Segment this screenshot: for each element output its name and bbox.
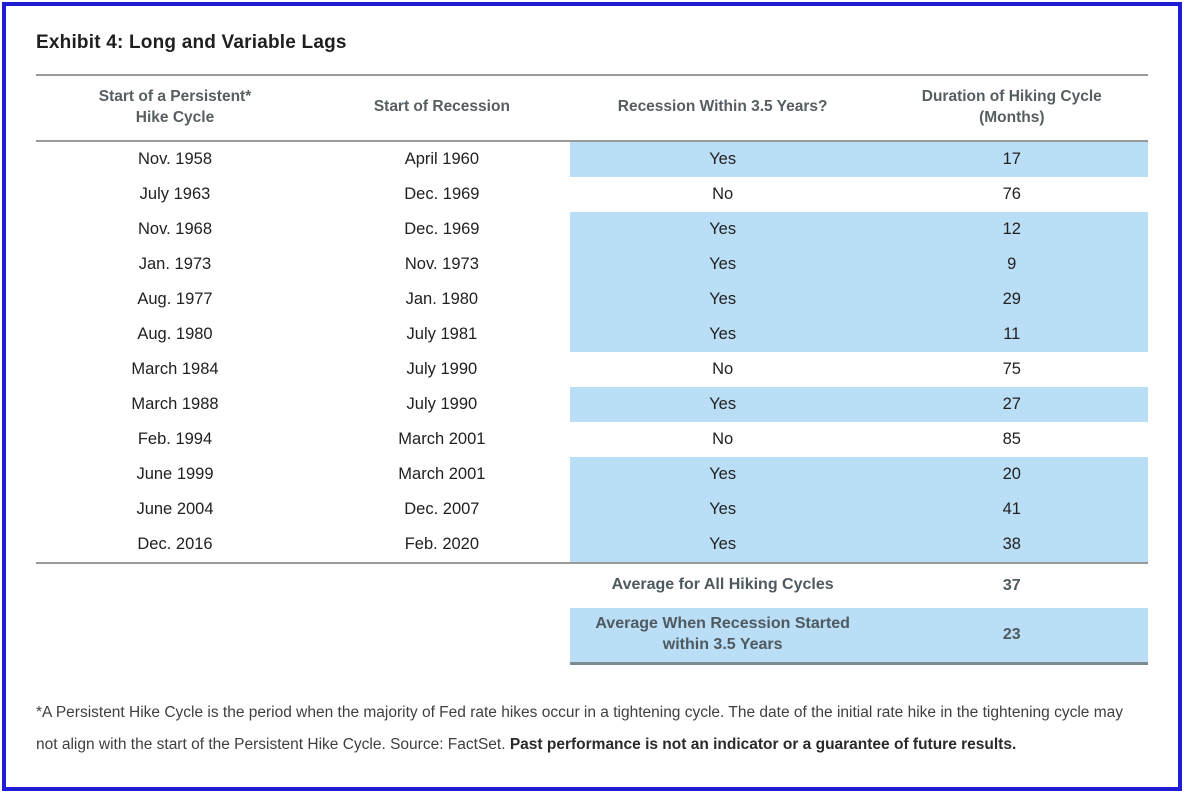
cell-recession-within: Yes xyxy=(569,281,876,317)
cell-hike-cycle-start: Dec. 2016 xyxy=(36,526,314,564)
cell-recession-start: Dec. 1969 xyxy=(404,184,480,203)
cell-hike-cycle-start: June 1999 xyxy=(136,464,214,483)
cell-recession-within: Yes xyxy=(569,526,876,564)
summary-value: 23 xyxy=(875,607,1148,665)
cell-hike-cycle-start: Aug. 1980 xyxy=(137,324,213,343)
summary-label: Average for All Hiking Cycles xyxy=(611,576,834,594)
cell-recession-start: March 2001 xyxy=(398,464,486,483)
cell-recession-start: Nov. 1973 xyxy=(404,254,479,273)
lags-table: Start of a Persistent* Hike Cycle Start … xyxy=(36,74,1148,665)
table-row: Aug. 1977 Jan. 1980 Yes 29 xyxy=(36,281,1148,317)
cell-recession-within: No xyxy=(712,184,734,203)
table-row: Feb. 1994 March 2001 No 85 xyxy=(36,422,1148,457)
cell-duration-months: 9 xyxy=(875,246,1148,282)
table-row: June 1999 March 2001 Yes 20 xyxy=(36,456,1148,492)
cell-hike-cycle-start: June 2004 xyxy=(136,499,214,518)
cell-hike-cycle-start: March 1984 xyxy=(131,359,219,378)
exhibit-frame: Exhibit 4: Long and Variable Lags Start … xyxy=(2,2,1182,791)
footnote-disclaimer: Past performance is not an indicator or … xyxy=(509,735,1017,753)
cell-recession-within: Yes xyxy=(569,246,876,282)
cell-recession-start: July 1981 xyxy=(406,324,478,343)
table-header: Start of a Persistent* Hike Cycle Start … xyxy=(36,74,1148,142)
cell-duration-months: 11 xyxy=(875,316,1148,352)
cell-duration-months: 75 xyxy=(1002,359,1021,378)
column-header-hike-cycle-start: Start of a Persistent* Hike Cycle xyxy=(36,74,314,142)
cell-duration-months: 27 xyxy=(875,386,1148,422)
table-row: Aug. 1980 July 1981 Yes 11 xyxy=(36,316,1148,352)
exhibit-content: Exhibit 4: Long and Variable Lags Start … xyxy=(6,32,1178,760)
cell-recession-start: Dec. 2007 xyxy=(404,499,480,518)
cell-duration-months: 41 xyxy=(875,491,1148,527)
header-row: Start of a Persistent* Hike Cycle Start … xyxy=(36,74,1148,142)
cell-recession-within: Yes xyxy=(569,140,876,177)
cell-recession-within: Yes xyxy=(569,456,876,492)
cell-recession-start: Feb. 2020 xyxy=(314,526,570,564)
table-row: Nov. 1958 April 1960 Yes 17 xyxy=(36,140,1148,177)
footnote: *A Persistent Hike Cycle is the period w… xyxy=(36,697,1148,761)
table-row: March 1984 July 1990 No 75 xyxy=(36,352,1148,387)
summary-value: 37 xyxy=(1002,576,1021,594)
cell-recession-within: No xyxy=(712,359,734,378)
table-row: March 1988 July 1990 Yes 27 xyxy=(36,386,1148,422)
summary-spacer xyxy=(36,608,570,664)
summary-spacer xyxy=(36,563,570,608)
cell-recession-within: Yes xyxy=(569,316,876,352)
cell-recession-start: March 2001 xyxy=(398,429,486,448)
cell-recession-start: Dec. 1969 xyxy=(404,219,480,238)
cell-recession-start: July 1990 xyxy=(406,394,478,413)
cell-recession-within: Yes xyxy=(569,211,876,247)
cell-duration-months: 85 xyxy=(1002,429,1021,448)
cell-recession-within: Yes xyxy=(569,491,876,527)
column-header-recession-start: Start of Recession xyxy=(314,74,570,142)
cell-hike-cycle-start: Feb. 1994 xyxy=(137,429,213,448)
column-header-duration: Duration of Hiking Cycle (Months) xyxy=(875,74,1148,142)
cell-recession-within: No xyxy=(712,429,734,448)
cell-duration-months: 38 xyxy=(875,526,1148,564)
cell-recession-within: Yes xyxy=(569,386,876,422)
cell-duration-months: 17 xyxy=(875,140,1148,177)
table-row: Dec. 2016 Feb. 2020 Yes 38 xyxy=(36,526,1148,564)
table-body: Nov. 1958 April 1960 Yes 17 July 1963 De… xyxy=(36,140,1148,665)
cell-duration-months: 29 xyxy=(875,281,1148,317)
cell-hike-cycle-start: March 1988 xyxy=(131,394,219,413)
cell-recession-start: April 1960 xyxy=(404,149,480,168)
cell-duration-months: 76 xyxy=(1002,184,1021,203)
table-row: June 2004 Dec. 2007 Yes 41 xyxy=(36,491,1148,527)
cell-recession-start: Jan. 1980 xyxy=(405,289,479,308)
cell-duration-months: 20 xyxy=(875,456,1148,492)
summary-label: Average When Recession Started within 3.… xyxy=(569,607,876,665)
cell-hike-cycle-start: Aug. 1977 xyxy=(137,289,213,308)
page-title: Exhibit 4: Long and Variable Lags xyxy=(36,32,347,53)
table-row: July 1963 Dec. 1969 No 76 xyxy=(36,177,1148,212)
column-header-recession-within: Recession Within 3.5 Years? xyxy=(569,74,876,142)
cell-recession-start: July 1990 xyxy=(406,359,478,378)
summary-row-all-cycles: Average for All Hiking Cycles 37 xyxy=(36,563,1148,608)
cell-hike-cycle-start: Jan. 1973 xyxy=(138,254,212,273)
footnote-text: *A Persistent Hike Cycle is the period w… xyxy=(36,703,1123,753)
cell-hike-cycle-start: July 1963 xyxy=(139,184,211,203)
cell-hike-cycle-start: Nov. 1958 xyxy=(138,149,212,168)
cell-hike-cycle-start: Nov. 1968 xyxy=(138,219,212,238)
cell-duration-months: 12 xyxy=(875,211,1148,247)
summary-row-recession-started: Average When Recession Started within 3.… xyxy=(36,607,1148,665)
table-row: Nov. 1968 Dec. 1969 Yes 12 xyxy=(36,211,1148,247)
table-row: Jan. 1973 Nov. 1973 Yes 9 xyxy=(36,246,1148,282)
